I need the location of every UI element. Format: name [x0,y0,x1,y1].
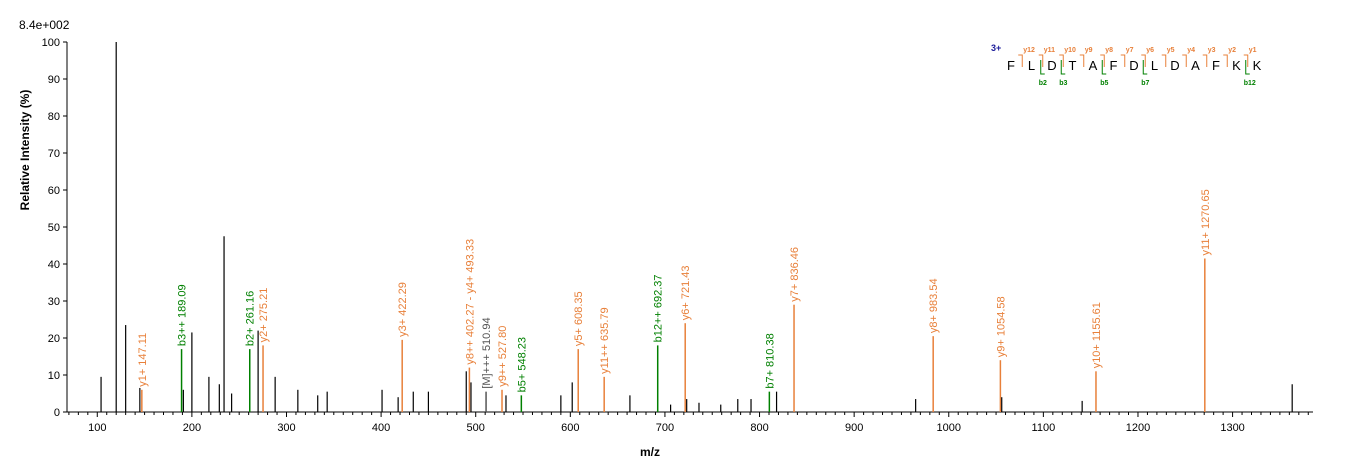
y-ion-bracket [1182,54,1187,67]
peak-label-y: y11+ 1270.65 [1200,189,1212,255]
x-tick-label: 300 [277,422,295,434]
peak-label-b: b3++ 189.09 [177,284,189,346]
y-ion-label: y9 [1085,47,1093,54]
x-tick-label: 100 [88,422,106,434]
sequence-residue: L [1151,58,1158,73]
x-tick-label: 800 [750,422,768,434]
intensity-scale-label: 8.4e+002 [19,18,70,32]
peak-label-y: y9+ 1054.58 [995,296,1007,357]
peak-label-y: y6+ 721.43 [680,265,692,320]
peak-label-y: y2+ 275.21 [258,288,270,343]
sequence-residue: K [1232,58,1241,73]
y-ion-label: y11 [1044,47,1055,54]
peak-label-b: b12++ 692.37 [653,274,665,342]
y-ion-label: y6 [1146,47,1154,54]
y-ion-bracket [1141,54,1146,67]
peak-label-y: y8+ 983.54 [928,278,940,333]
x-tick-label: 900 [845,422,863,434]
b-ion-bracket [1040,60,1045,75]
y-ion-bracket [1038,54,1044,67]
y-ion-bracket [1059,54,1064,67]
peak-label-y: y10+ 1155.61 [1091,302,1103,368]
x-tick-label: 1300 [1220,422,1244,434]
peak-label-precursor: [M]+++ 510.94 [481,317,493,388]
b-ion-bracket [1245,60,1250,75]
peaks [100,42,1293,412]
x-tick-label: 600 [561,422,579,434]
peak-label-y: y3+ 422.29 [397,282,409,337]
y-ion-bracket [1202,54,1208,67]
y-axis-title: Relative Intensity (%) [18,90,32,211]
y-tick-label: 80 [48,111,60,123]
x-tick-label: 500 [467,422,485,434]
y-ion-bracket [1018,54,1023,67]
peak-label-b: b2+ 261.16 [245,291,257,346]
y-tick-label: 10 [48,370,60,382]
y-ion-bracket [1120,54,1126,67]
x-tick-label: 1100 [1032,422,1056,434]
y-tick-label: 30 [48,296,60,308]
y-ion-label: y2 [1228,47,1236,54]
sequence-residue: D [1047,58,1056,73]
peak-label-y: y11++ 635.79 [599,307,611,373]
axes: 0 10 20 30 40 50 60 70 80 90 100 100 200 300 400 500 600… [42,37,1313,434]
y-ion-label: y3 [1208,47,1216,54]
sequence-residue: A [1089,58,1098,73]
b-ion-label: b3 [1059,80,1067,87]
charge-state: 3+ [991,43,1001,53]
y-ion-label: y5 [1167,47,1175,54]
y-ion-label: y1 [1249,47,1257,54]
sequence-residue: L [1028,58,1035,73]
x-tick-label: 1000 [937,422,961,434]
x-tick-label: 700 [656,422,674,434]
y-ion-label: y12 [1023,47,1035,54]
y-tick-label: 60 [48,185,60,197]
y-tick-label: 40 [48,259,60,271]
y-ion-bracket [1100,54,1105,67]
b-ion-bracket [1060,60,1066,75]
peak-label-b: b5+ 548.23 [516,337,528,392]
y-ion-bracket [1243,54,1249,67]
b-ion-bracket [1142,60,1148,75]
peak-label-y: y5+ 608.35 [573,291,585,346]
b-ion-label: b5 [1100,80,1108,87]
sequence-residue: F [1110,58,1118,73]
x-tick-label: 1200 [1126,422,1150,434]
peak-label-y: y9++ 527.80 [497,326,509,387]
sequence-residue: D [1129,58,1138,73]
sequence-residue: T [1069,58,1077,73]
y-tick-label: 70 [48,148,60,160]
y-tick-label: 90 [48,74,60,86]
x-tick-label: 400 [372,422,390,434]
sequence-residue: F [1212,58,1220,73]
b-ion-bracket [1101,60,1107,75]
y-ion-bracket [1079,54,1085,67]
sequence-residue: A [1191,58,1200,73]
peak-label-b: b7+ 810.38 [764,333,776,388]
b-ion-label: b7 [1141,80,1149,87]
peak-labels: y1+ 147.11 b3++ 189.09 b2+ 261.16 y2+ 275.2… [137,189,1212,392]
b-ion-label: b2 [1039,80,1047,87]
y-ion-label: y8 [1105,47,1113,54]
y-tick-label: 0 [54,407,60,419]
y-tick-label: 100 [42,37,60,49]
y-tick-label: 20 [48,333,60,345]
y-ion-bracket [1161,54,1167,67]
sequence-residue: F [1007,58,1015,73]
y-ion-label: y4 [1187,47,1195,54]
sequence-residue: D [1170,58,1179,73]
y-tick-label: 50 [48,222,60,234]
y-ion-bracket [1223,54,1228,67]
peak-label-y: y7+ 836.46 [789,247,801,302]
x-tick-label: 200 [183,422,201,434]
x-axis-title: m/z [640,445,660,459]
b-ion-label: b12 [1244,80,1256,87]
y-ion-label: y7 [1126,47,1134,54]
y-ion-label: y10 [1064,47,1076,54]
peak-label-y: y8++ 402.27 - y4+ 493.33 [464,239,476,365]
peak-label-y: y1+ 147.11 [137,333,149,387]
sequence-residue: K [1253,58,1262,73]
